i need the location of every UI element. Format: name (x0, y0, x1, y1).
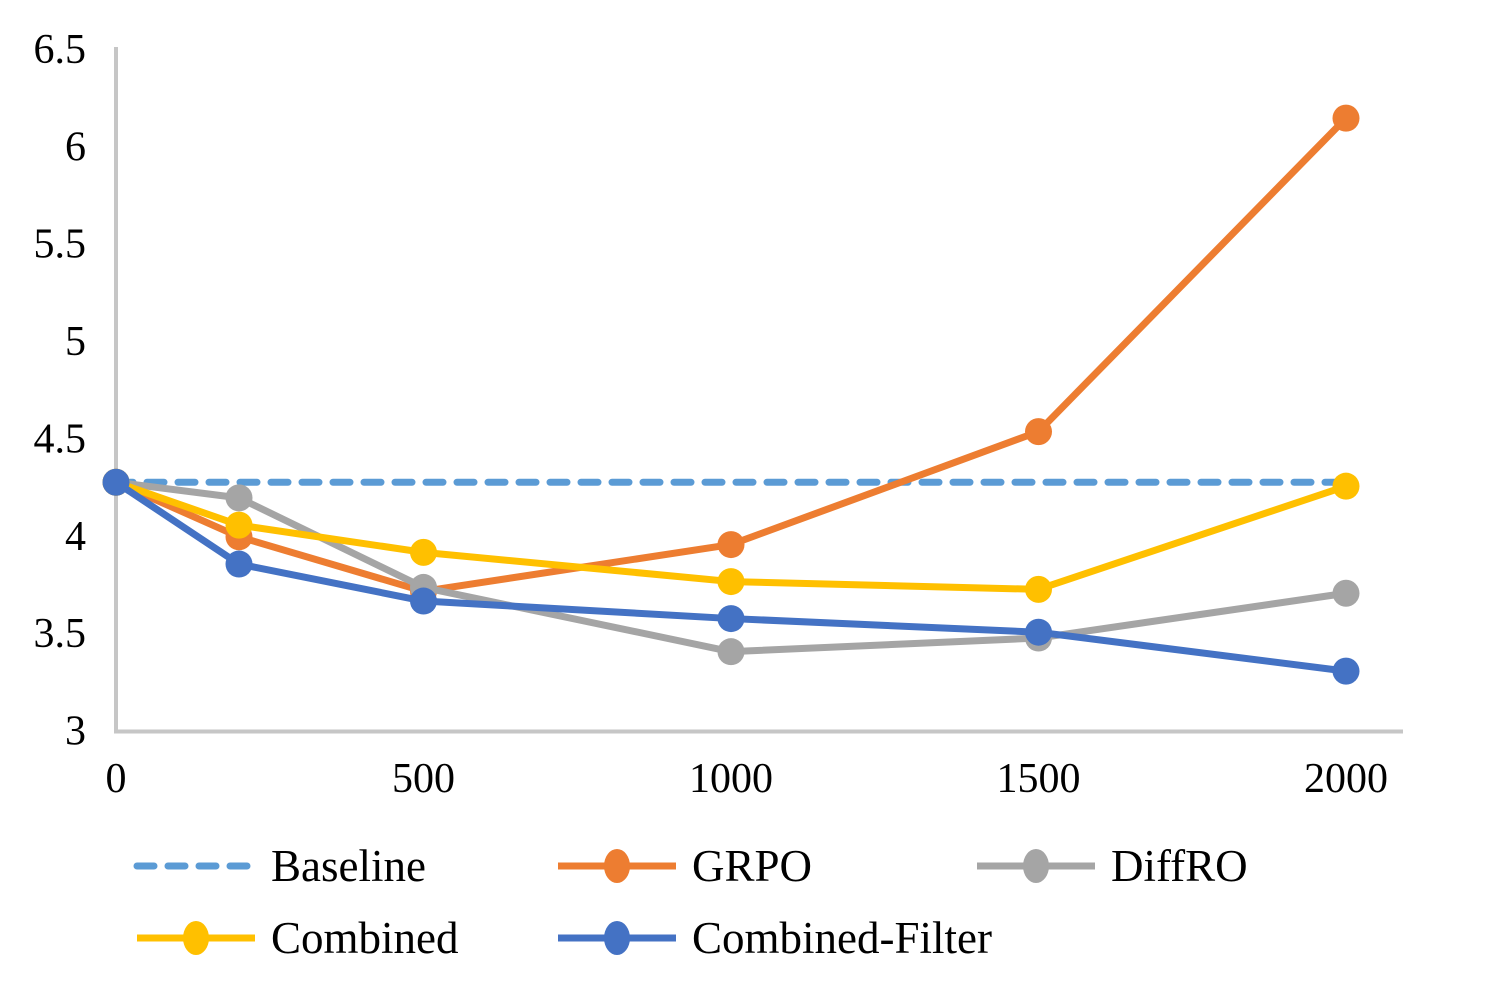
x-tick-label: 1500 (997, 756, 1081, 802)
marker-combined-filter (1332, 657, 1360, 685)
legend-swatch-combined (137, 921, 255, 955)
legend-item-combined: Combined (133, 915, 554, 961)
y-tick-label: 5.5 (34, 222, 87, 268)
legend-marker-combined (183, 921, 209, 955)
y-tick-label: 6.5 (34, 27, 87, 73)
x-tick-label: 500 (392, 756, 455, 802)
legend-item-baseline: Baseline (133, 843, 554, 889)
marker-combined (225, 511, 253, 539)
x-tick-label: 1000 (689, 756, 773, 802)
marker-diffro (225, 484, 253, 512)
marker-grpo (717, 531, 745, 559)
legend-label-grpo: GRPO (692, 840, 813, 891)
marker-diffro (717, 638, 745, 666)
chart-svg: 6.5 6 5.5 5 4.5 4 3.5 30 500 1000 1500 2000 (34, 27, 1403, 802)
legend: Baseline GRPO DiffRO Combined Combined-Filte… (133, 843, 1248, 961)
marker-combined-filter (102, 468, 130, 496)
y-tick-label: 4.5 (34, 416, 87, 462)
legend-swatch-grpo (558, 849, 676, 883)
legend-swatch-combined-filter (558, 921, 676, 955)
series-line-combined (114, 478, 1348, 593)
legend-item-grpo: GRPO (554, 843, 973, 889)
legend-swatch-diffro (977, 849, 1095, 883)
legend-swatch-baseline (133, 862, 259, 870)
marker-combined-filter (410, 587, 437, 615)
series-line-combined-filter (114, 479, 1347, 675)
marker-combined (717, 568, 745, 596)
marker-combined (1025, 575, 1052, 603)
legend-marker-grpo (604, 849, 630, 883)
marker-grpo (1332, 104, 1360, 132)
x-tick-label: 0 (106, 756, 127, 802)
legend-label-diffro: DiffRO (1111, 840, 1248, 891)
marker-combined (410, 538, 437, 566)
legend-label-combined: Combined (271, 912, 459, 963)
y-tick-label: 3.5 (34, 611, 87, 657)
x-tick-label: 2000 (1304, 756, 1388, 802)
series-line-diffro (115, 478, 1347, 656)
legend-item-combined-filter: Combined-Filter (554, 915, 992, 961)
marker-grpo (1025, 418, 1052, 446)
y-tick-label: 3 (65, 709, 86, 755)
y-tick-label: 5 (65, 319, 86, 365)
marker-combined-filter (225, 550, 253, 578)
marker-combined-filter (1025, 618, 1052, 646)
marker-diffro (1332, 579, 1360, 607)
marker-combined-filter (717, 605, 745, 633)
legend-item-diffro: DiffRO (973, 843, 1248, 889)
marker-combined (1332, 472, 1360, 500)
legend-label-combined-filter: Combined-Filter (692, 912, 992, 963)
series-line-grpo (114, 115, 1349, 595)
y-tick-label: 4 (65, 514, 86, 560)
legend-marker-diffro (1023, 849, 1049, 883)
legend-marker-combined-filter (604, 921, 630, 955)
y-tick-label: 6 (65, 124, 86, 170)
legend-label-baseline: Baseline (271, 840, 426, 891)
